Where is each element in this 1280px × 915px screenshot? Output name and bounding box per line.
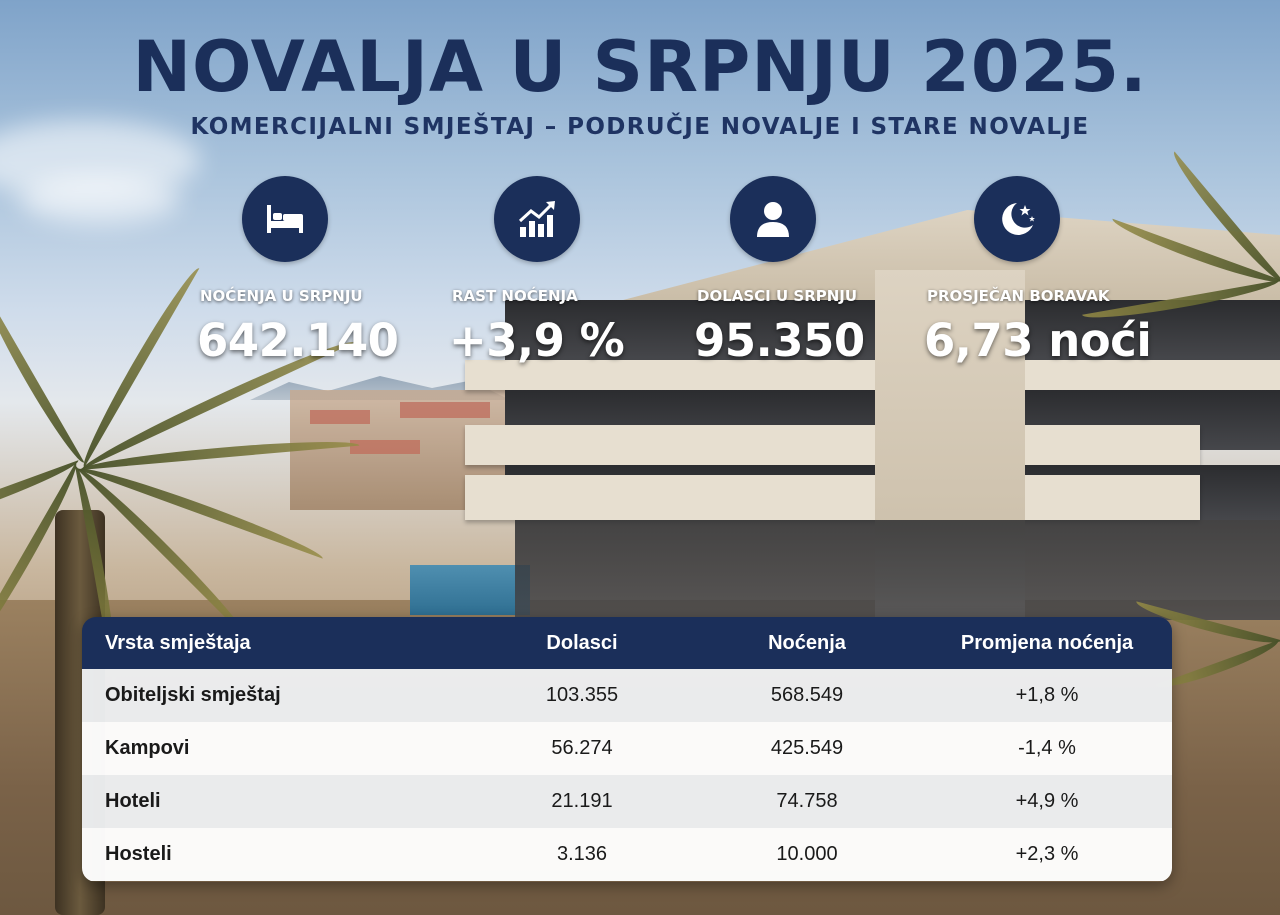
table-cell: Hoteli: [105, 790, 161, 812]
stat-label: PROSJEČAN BORAVAK: [927, 287, 1110, 305]
table-row: Obiteljski smještaj 103.355 568.549 +1,8…: [82, 669, 1172, 722]
table-cell: Kampovi: [105, 737, 190, 759]
moon-stars-icon: [1002, 203, 1035, 235]
stat-icon-circle: [242, 176, 328, 262]
column-header: Promjena noćenja: [960, 631, 1134, 654]
table-cell: 568.549: [770, 684, 844, 706]
table-row: Hoteli 21.191 74.758 +4,9 %: [82, 775, 1172, 828]
table-cell: 74.758: [776, 790, 838, 812]
growth-chart-icon: [518, 201, 555, 237]
stat-value: 6,73 noći: [924, 314, 1152, 367]
table-row: Hosteli 3.136 10.000 +2,3 %: [82, 828, 1172, 881]
stat-label: RAST NOĆENJA: [452, 287, 578, 305]
table-cell: 103.355: [545, 684, 619, 706]
table-cell: 10.000: [776, 843, 838, 865]
table-cell: -1,4 %: [1018, 737, 1076, 759]
stat-value: 95.350: [694, 314, 865, 367]
person-icon: [757, 202, 789, 237]
table-cell: +2,3 %: [1015, 843, 1079, 865]
table-cell: Obiteljski smještaj: [105, 684, 281, 706]
table-row: Kampovi 56.274 425.549 -1,4 %: [82, 722, 1172, 775]
column-header: Dolasci: [546, 631, 618, 654]
table-cell: 21.191: [551, 790, 613, 812]
hotel-building: [465, 210, 1280, 620]
table-cell: +1,8 %: [1015, 684, 1079, 706]
table-header: Vrsta smještaja Dolasci Noćenja Promjena…: [82, 617, 1172, 669]
column-header: Vrsta smještaja: [105, 631, 251, 654]
page-subtitle: KOMERCIJALNI SMJEŠTAJ – PODRUČJE NOVALJE…: [190, 114, 1090, 140]
column-header: Noćenja: [768, 631, 846, 654]
accommodation-table: Vrsta smještaja Dolasci Noćenja Promjena…: [82, 617, 1172, 882]
stat-label: DOLASCI U SRPNJU: [697, 287, 858, 305]
table-cell: 3.136: [556, 843, 608, 865]
table-cell: Hosteli: [105, 843, 172, 865]
table-cell: 425.549: [770, 737, 844, 759]
page-title: NOVALJA U SRPNJU 2025.: [132, 26, 1148, 108]
stat-value: 642.140: [197, 314, 399, 367]
stat-icon-circle: [730, 176, 816, 262]
stat-icon-circle: [974, 176, 1060, 262]
stat-icon-circle: [494, 176, 580, 262]
stat-value: +3,9 %: [449, 314, 625, 367]
table-cell: 56.274: [551, 737, 613, 759]
table-cell: +4,9 %: [1015, 790, 1079, 812]
bed-icon: [267, 205, 303, 233]
stat-label: NOĆENJA U SRPNJU: [200, 287, 363, 305]
